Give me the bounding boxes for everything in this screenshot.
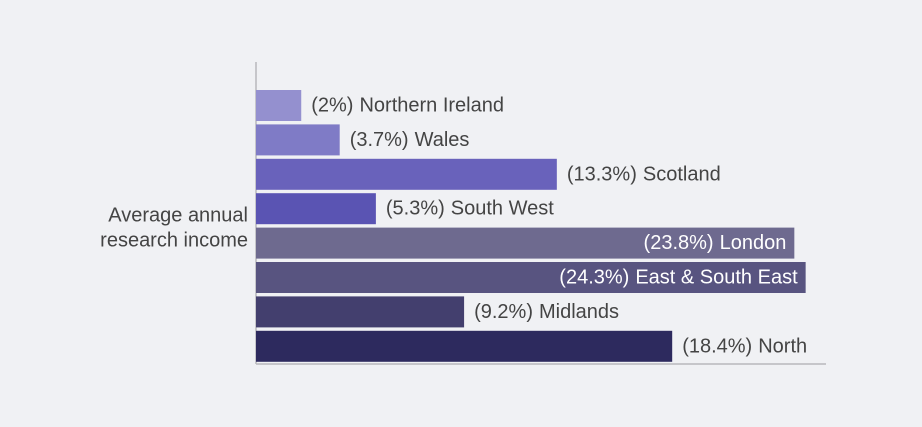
- value-label: (24.3%): [559, 267, 629, 289]
- bar-label: (24.3%) East & South East: [559, 267, 798, 289]
- value-label: (5.3%): [386, 198, 445, 220]
- category-label: London: [720, 232, 787, 254]
- value-label: (18.4%): [682, 336, 752, 358]
- bar: [256, 227, 795, 259]
- bar: [256, 158, 557, 190]
- bar-label: (13.3%) Scotland: [567, 164, 721, 186]
- bar-label: (23.8%) London: [644, 232, 787, 254]
- bar-label: (18.4%) North: [682, 336, 807, 358]
- bar-label: (2%) Northern Ireland: [311, 95, 504, 117]
- value-label: (13.3%): [567, 164, 637, 186]
- value-label: (23.8%): [644, 232, 714, 254]
- bar-label: (5.3%) South West: [386, 198, 554, 220]
- category-label: East & South East: [635, 267, 798, 289]
- bar: [256, 124, 340, 156]
- y-axis-label: research income: [100, 229, 248, 251]
- category-label: Midlands: [539, 301, 619, 323]
- category-label: Wales: [415, 129, 470, 151]
- category-label: Scotland: [643, 164, 721, 186]
- value-label: (2%): [311, 95, 353, 117]
- value-label: (9.2%): [474, 301, 533, 323]
- value-label: (3.7%): [350, 129, 409, 151]
- category-label: Northern Ireland: [359, 95, 504, 117]
- y-axis-label: Average annual: [108, 204, 248, 226]
- bar: [256, 296, 465, 328]
- bar: [256, 90, 302, 121]
- category-label: South West: [451, 198, 554, 220]
- bar-label: (3.7%) Wales: [350, 129, 470, 151]
- bar: [256, 193, 376, 225]
- bar-label: (9.2%) Midlands: [474, 301, 619, 323]
- category-label: North: [758, 336, 807, 358]
- bar: [256, 330, 673, 362]
- bar: [256, 262, 806, 293]
